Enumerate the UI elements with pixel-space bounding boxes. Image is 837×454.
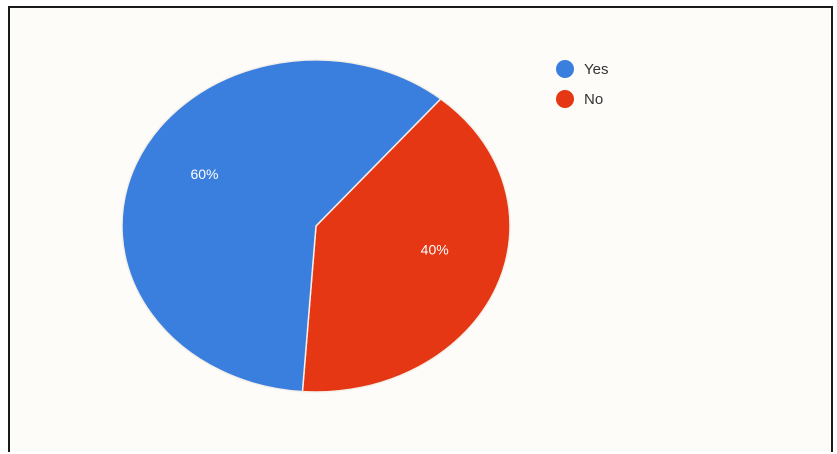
pie-label-yes: 60% [190, 166, 218, 182]
legend-item-yes[interactable]: Yes [556, 54, 608, 84]
pie-slice-no[interactable] [301, 97, 511, 393]
legend: Yes No [556, 54, 608, 114]
legend-swatch-no [556, 90, 574, 108]
pie-label-no: 40% [421, 242, 449, 258]
legend-label-no: No [584, 90, 604, 108]
legend-label-yes: Yes [584, 60, 609, 78]
pie-slice-yes[interactable] [121, 59, 442, 393]
legend-item-no[interactable]: No [556, 84, 608, 114]
legend-swatch-yes [556, 60, 574, 78]
pie-slices [121, 59, 511, 393]
pie-slice-labels: 40% 60% [190, 166, 448, 258]
